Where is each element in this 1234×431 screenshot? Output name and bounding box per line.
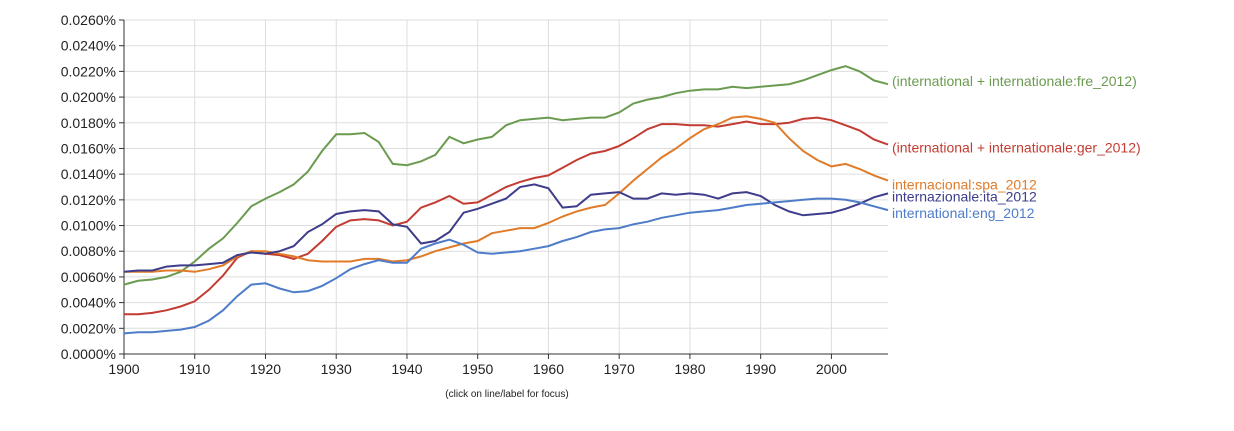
series-lines[interactable] — [123, 65, 889, 335]
y-tick-label: 0.0020% — [61, 320, 116, 336]
series-label-2[interactable]: internacional:spa_2012 — [892, 177, 1037, 193]
series-label-4[interactable]: international:eng_2012 — [892, 205, 1035, 221]
series-line-3[interactable] — [123, 183, 889, 273]
y-tick-label: 0.0260% — [61, 12, 116, 28]
x-tick-label: 1980 — [674, 361, 705, 377]
x-tick-label: 1910 — [179, 361, 210, 377]
y-tick-label: 0.0080% — [61, 243, 116, 259]
y-tick-label: 0.0060% — [61, 269, 116, 285]
x-tick-label: 1960 — [533, 361, 564, 377]
y-tick-label: 0.0120% — [61, 192, 116, 208]
series-label-3[interactable]: internazionale:ita_2012 — [892, 188, 1037, 204]
x-tick-label: 1940 — [391, 361, 422, 377]
y-tick-label: 0.0000% — [61, 346, 116, 362]
x-tick-label: 2000 — [816, 361, 847, 377]
x-tick-label: 1920 — [250, 361, 281, 377]
series-label-0[interactable]: (international + internationale:fre_2012… — [892, 73, 1137, 89]
y-tick-label: 0.0240% — [61, 38, 116, 54]
x-tick-label: 1970 — [604, 361, 635, 377]
series-labels[interactable]: (international + internationale:fre_2012… — [892, 73, 1141, 221]
y-tick-label: 0.0220% — [61, 63, 116, 79]
focus-hint: (click on line/label for focus) — [445, 389, 569, 400]
gridlines — [124, 19, 888, 354]
series-line-4[interactable] — [123, 197, 889, 335]
x-tick-label: 1950 — [462, 361, 493, 377]
tick-labels: 0.0000% 0.0020% 0.0040% 0.0060% 0.0080% 0.010… — [61, 12, 847, 377]
y-tick-label: 0.0100% — [61, 218, 116, 234]
x-tick-label: 1900 — [108, 361, 139, 377]
y-tick-label: 0.0140% — [61, 166, 116, 182]
y-tick-label: 0.0180% — [61, 115, 116, 131]
y-tick-label: 0.0200% — [61, 89, 116, 105]
x-tick-label: 1930 — [321, 361, 352, 377]
series-line-1[interactable] — [124, 116, 889, 316]
series-line-2[interactable] — [124, 115, 889, 273]
series-label-1[interactable]: (international + internationale:ger_2012… — [892, 140, 1141, 156]
y-tick-label: 0.0040% — [61, 295, 116, 311]
y-tick-label: 0.0160% — [61, 140, 116, 156]
series-line-0[interactable] — [123, 65, 889, 286]
x-tick-label: 1990 — [745, 361, 776, 377]
